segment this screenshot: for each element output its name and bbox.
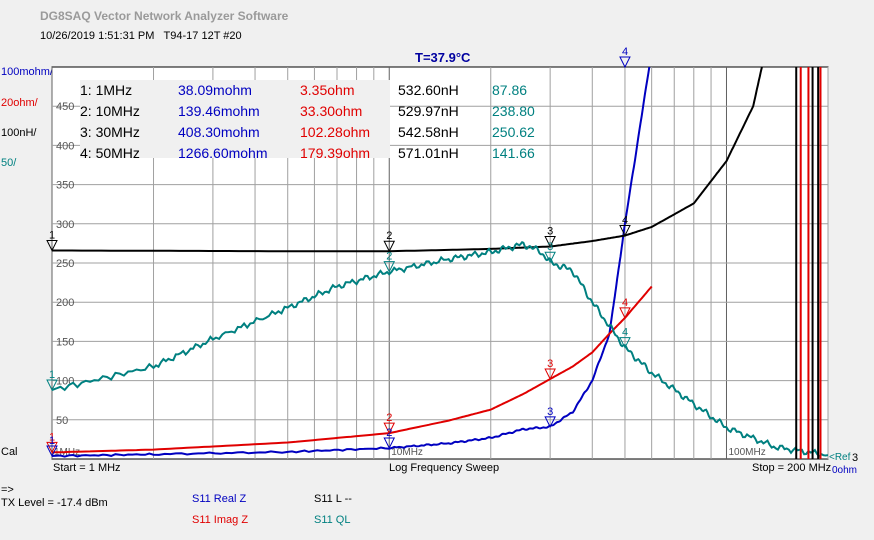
marker-triangle: [544, 251, 556, 264]
marker-label: 3: [547, 358, 553, 370]
marker-triangle: [619, 56, 631, 69]
sweep-mode: Log Frequency Sweep: [389, 462, 500, 474]
cal-label[interactable]: Cal: [1, 446, 18, 458]
marker-cell-id: 1: 1MHz: [80, 82, 133, 98]
marker-cell-ql: 141.66: [492, 145, 535, 161]
y-tick-label: 200: [56, 297, 74, 309]
ref-label: <Ref: [829, 452, 851, 463]
scale-ql: 50/: [1, 157, 17, 169]
scale-real-z: 100mohm/: [1, 66, 53, 78]
marker-label: 4: [622, 327, 628, 339]
marker-triangle: [383, 240, 396, 253]
marker-triangle: [46, 379, 58, 392]
marker-label: 3: [547, 226, 553, 238]
series-s-ql: [52, 240, 828, 458]
marker-cell-real: 139.46mohm: [178, 103, 260, 119]
series-s-imag-z: [52, 285, 653, 454]
timestamp-value: 10/26/2019 1:51:31 PM: [40, 30, 155, 42]
marker-label: 4: [622, 46, 628, 58]
marker-cell-ql: 87.86: [492, 82, 528, 98]
marker-label: 1: [49, 369, 55, 381]
marker-cell-real: 408.30mohm: [178, 124, 260, 140]
marker-cell-id: 2: 10MHz: [80, 103, 140, 119]
app-title: DG8SAQ Vector Network Analyzer Software: [40, 9, 289, 23]
ref-ohm-label: 0ohm: [832, 465, 858, 476]
sweep-stop: Stop = 200 MHz: [752, 462, 832, 474]
marker-label: 4: [622, 297, 628, 309]
sweep-start: Start = 1 MHz: [53, 462, 121, 474]
legend-l[interactable]: S11 L --: [314, 493, 352, 505]
tx-level: TX Level = -17.4 dBm: [1, 497, 108, 509]
temperature-readout: T=37.9°C: [415, 50, 471, 65]
marker-cell-ql: 250.62: [492, 124, 535, 140]
marker-triangle: [544, 236, 556, 248]
marker-triangle: [619, 337, 631, 349]
marker-cell-ql: 238.80: [492, 103, 535, 119]
y-tick-label: 150: [56, 336, 74, 348]
marker-cell-id: 3: 30MHz: [80, 124, 140, 140]
marker-label: 3: [547, 406, 553, 418]
marker-label: 2: [386, 412, 392, 424]
marker-cell-imag: 102.28ohm: [300, 124, 371, 140]
marker-cell-l: 529.97nH: [398, 103, 459, 119]
marker-label: 1: [49, 229, 55, 241]
y-tick-label: 350: [56, 180, 74, 192]
marker-triangle: [46, 441, 58, 454]
marker-cell-imag: 3.35ohm: [300, 82, 355, 98]
device-name: T94-17 12T #20: [163, 30, 242, 42]
y-tick-label: 300: [56, 219, 74, 231]
x-tick-label: 100MHz: [728, 447, 765, 458]
marker-triangle: [544, 368, 556, 381]
status-arrow: =>: [1, 484, 14, 496]
marker-table-bg: [80, 80, 390, 158]
marker-triangle: [619, 307, 631, 319]
ref-marker-three: 3: [852, 452, 859, 464]
marker-triangle: [46, 445, 58, 458]
y-tick-label: 400: [56, 140, 74, 152]
marker-cell-l: 571.01nH: [398, 145, 459, 161]
legend-ql[interactable]: S11 QL: [314, 514, 351, 526]
marker-triangle: [46, 239, 58, 252]
x-tick-label: 10MHz: [391, 447, 423, 458]
scale-imag-z: 20ohm/: [1, 97, 38, 109]
y-tick-label: 100: [56, 376, 74, 388]
legend-real-z[interactable]: S11 Real Z: [192, 493, 247, 505]
marker-cell-imag: 179.39ohm: [300, 145, 371, 161]
y-tick-label: 50: [56, 415, 68, 427]
timestamp: 10/26/2019 1:51:31 PM T94-17 12T #20: [40, 30, 242, 42]
marker-label: 2: [386, 251, 392, 263]
marker-label: 2: [386, 230, 392, 242]
marker-label: 1: [49, 431, 55, 443]
marker-triangle: [619, 225, 631, 237]
scale-l: 100nH/: [1, 127, 37, 139]
marker-cell-l: 542.58nH: [398, 124, 459, 140]
legend-imag-z[interactable]: S11 Imag Z: [192, 514, 249, 526]
marker-triangle: [544, 416, 556, 428]
marker-triangle: [383, 437, 396, 450]
marker-cell-id: 4: 50MHz: [80, 145, 140, 161]
marker-triangle: [383, 422, 396, 435]
marker-cell-imag: 33.30ohm: [300, 103, 363, 119]
marker-label: 1: [49, 435, 55, 447]
marker-cell-real: 1266.60mohm: [178, 145, 268, 161]
marker-label: 2: [386, 427, 392, 439]
y-tick-label: 450: [56, 101, 74, 113]
marker-triangle: [383, 261, 396, 273]
y-tick-label: 250: [56, 258, 74, 270]
marker-label: 3: [547, 241, 553, 253]
marker-cell-real: 38.09mohm: [178, 82, 252, 98]
marker-cell-l: 532.60nH: [398, 82, 459, 98]
marker-label: 4: [622, 215, 628, 227]
